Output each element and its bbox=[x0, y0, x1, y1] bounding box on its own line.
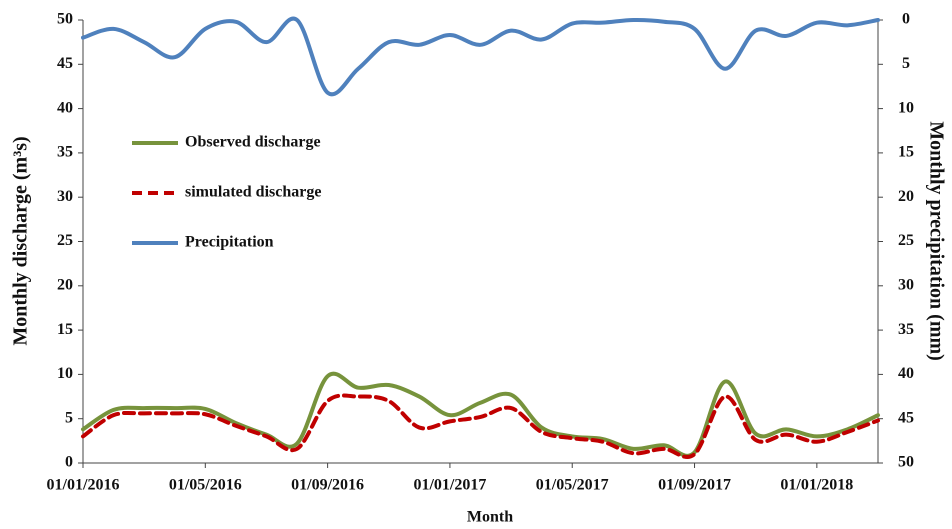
y-tick-label: 20 bbox=[57, 276, 73, 293]
y2-tick-label: 0 bbox=[902, 11, 910, 28]
x-tick-label: 01/05/2016 bbox=[169, 477, 242, 494]
x-axis-label: Month bbox=[467, 509, 513, 526]
y2-tick-label: 15 bbox=[898, 144, 914, 161]
y-tick-label: 25 bbox=[57, 232, 73, 249]
data-line bbox=[81, 16, 880, 97]
data-line bbox=[81, 393, 880, 459]
y-tick-label: 10 bbox=[57, 365, 73, 382]
y2-tick-label: 35 bbox=[898, 321, 914, 338]
x-tick-label: 01/09/2017 bbox=[658, 477, 731, 494]
legend-label: simulated discharge bbox=[185, 184, 321, 201]
x-tick-label: 01/01/2018 bbox=[780, 477, 853, 494]
legend-label: Observed discharge bbox=[185, 134, 321, 151]
x-tick-label: 01/05/2017 bbox=[536, 477, 609, 494]
x-tick-label: 01/09/2016 bbox=[291, 477, 364, 494]
y2-tick-label: 25 bbox=[898, 232, 914, 249]
y-tick-label: 0 bbox=[65, 454, 73, 471]
y2-tick-label: 20 bbox=[898, 188, 914, 205]
y-tick-label: 50 bbox=[57, 11, 73, 28]
y2-tick-label: 5 bbox=[902, 55, 910, 72]
y-tick-label: 5 bbox=[65, 409, 73, 426]
y2-axis-label: Monthly precipitation (mm) bbox=[925, 121, 947, 361]
y2-tick-label: 50 bbox=[898, 454, 914, 471]
y-tick-label: 40 bbox=[57, 99, 73, 116]
y-tick-label: 35 bbox=[57, 144, 73, 161]
data-line bbox=[81, 371, 880, 458]
y-tick-label: 45 bbox=[57, 55, 73, 72]
y2-tick-label: 45 bbox=[898, 409, 914, 426]
y2-tick-label: 30 bbox=[898, 276, 914, 293]
y-tick-label: 30 bbox=[57, 188, 73, 205]
y2-tick-label: 40 bbox=[898, 365, 914, 382]
x-tick-label: 01/01/2016 bbox=[47, 477, 120, 494]
legend-label: Precipitation bbox=[185, 234, 274, 251]
y-axis-label: Monthly discharge (m³s) bbox=[10, 136, 32, 345]
y-tick-label: 15 bbox=[57, 321, 73, 338]
x-tick-label: 01/01/2017 bbox=[413, 477, 486, 494]
y2-tick-label: 10 bbox=[898, 99, 914, 116]
